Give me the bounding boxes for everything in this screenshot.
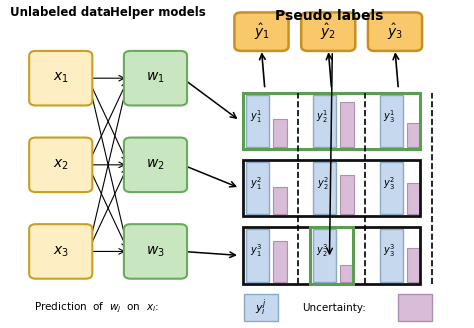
Bar: [244, 294, 278, 321]
Bar: [340, 175, 354, 214]
Text: $y_{3}^{1}$: $y_{3}^{1}$: [383, 108, 395, 125]
Text: $y_{1}^{1}$: $y_{1}^{1}$: [250, 108, 262, 125]
Bar: [244, 227, 420, 283]
Bar: [407, 183, 420, 214]
Text: $y_{3}^{2}$: $y_{3}^{2}$: [383, 175, 395, 192]
FancyBboxPatch shape: [124, 137, 187, 192]
FancyBboxPatch shape: [29, 137, 92, 192]
Text: Uncertainty:: Uncertainty:: [302, 302, 366, 313]
Text: $\hat{y}_2$: $\hat{y}_2$: [320, 22, 336, 42]
Bar: [273, 187, 287, 214]
Text: $\hat{y}_1$: $\hat{y}_1$: [254, 22, 269, 42]
Bar: [313, 94, 336, 147]
Bar: [273, 241, 287, 282]
Text: $x_3$: $x_3$: [53, 244, 69, 259]
Bar: [246, 94, 269, 147]
Text: $x_2$: $x_2$: [53, 158, 69, 172]
Text: Helper models: Helper models: [110, 6, 206, 19]
Bar: [244, 92, 420, 149]
Text: $\hat{y}_3$: $\hat{y}_3$: [387, 22, 403, 42]
Bar: [340, 102, 354, 147]
FancyBboxPatch shape: [29, 51, 92, 106]
Bar: [310, 227, 353, 283]
FancyBboxPatch shape: [368, 12, 422, 51]
Text: $w_1$: $w_1$: [146, 71, 165, 85]
FancyBboxPatch shape: [124, 51, 187, 106]
Text: $y_{1}^{2}$: $y_{1}^{2}$: [250, 175, 262, 192]
Text: $w_2$: $w_2$: [146, 158, 165, 172]
Bar: [244, 160, 420, 216]
Text: $y_{2}^{2}$: $y_{2}^{2}$: [317, 175, 328, 192]
Bar: [398, 294, 431, 321]
FancyBboxPatch shape: [29, 224, 92, 279]
Bar: [313, 162, 336, 214]
Text: $y_{1}^{3}$: $y_{1}^{3}$: [250, 242, 262, 259]
Bar: [407, 248, 420, 282]
Text: $y_i^j$: $y_i^j$: [255, 297, 267, 318]
Text: $x_1$: $x_1$: [53, 71, 69, 85]
Bar: [313, 229, 336, 282]
Bar: [273, 119, 287, 147]
FancyBboxPatch shape: [301, 12, 356, 51]
Bar: [246, 229, 269, 282]
Text: $y_{2}^{3}$: $y_{2}^{3}$: [317, 242, 328, 259]
Text: Prediction  of  $w_j$  on  $x_i$:: Prediction of $w_j$ on $x_i$:: [34, 300, 159, 315]
Bar: [380, 162, 402, 214]
Text: $y_{2}^{1}$: $y_{2}^{1}$: [317, 108, 328, 125]
Bar: [380, 229, 402, 282]
Bar: [246, 162, 269, 214]
Bar: [380, 94, 402, 147]
Text: Unlabeled data: Unlabeled data: [10, 6, 111, 19]
FancyBboxPatch shape: [235, 12, 289, 51]
Text: $w_3$: $w_3$: [146, 244, 165, 259]
Text: $y_{3}^{3}$: $y_{3}^{3}$: [383, 242, 395, 259]
Text: Pseudo labels: Pseudo labels: [275, 9, 383, 23]
Bar: [340, 265, 354, 282]
FancyBboxPatch shape: [124, 224, 187, 279]
Bar: [407, 123, 420, 147]
